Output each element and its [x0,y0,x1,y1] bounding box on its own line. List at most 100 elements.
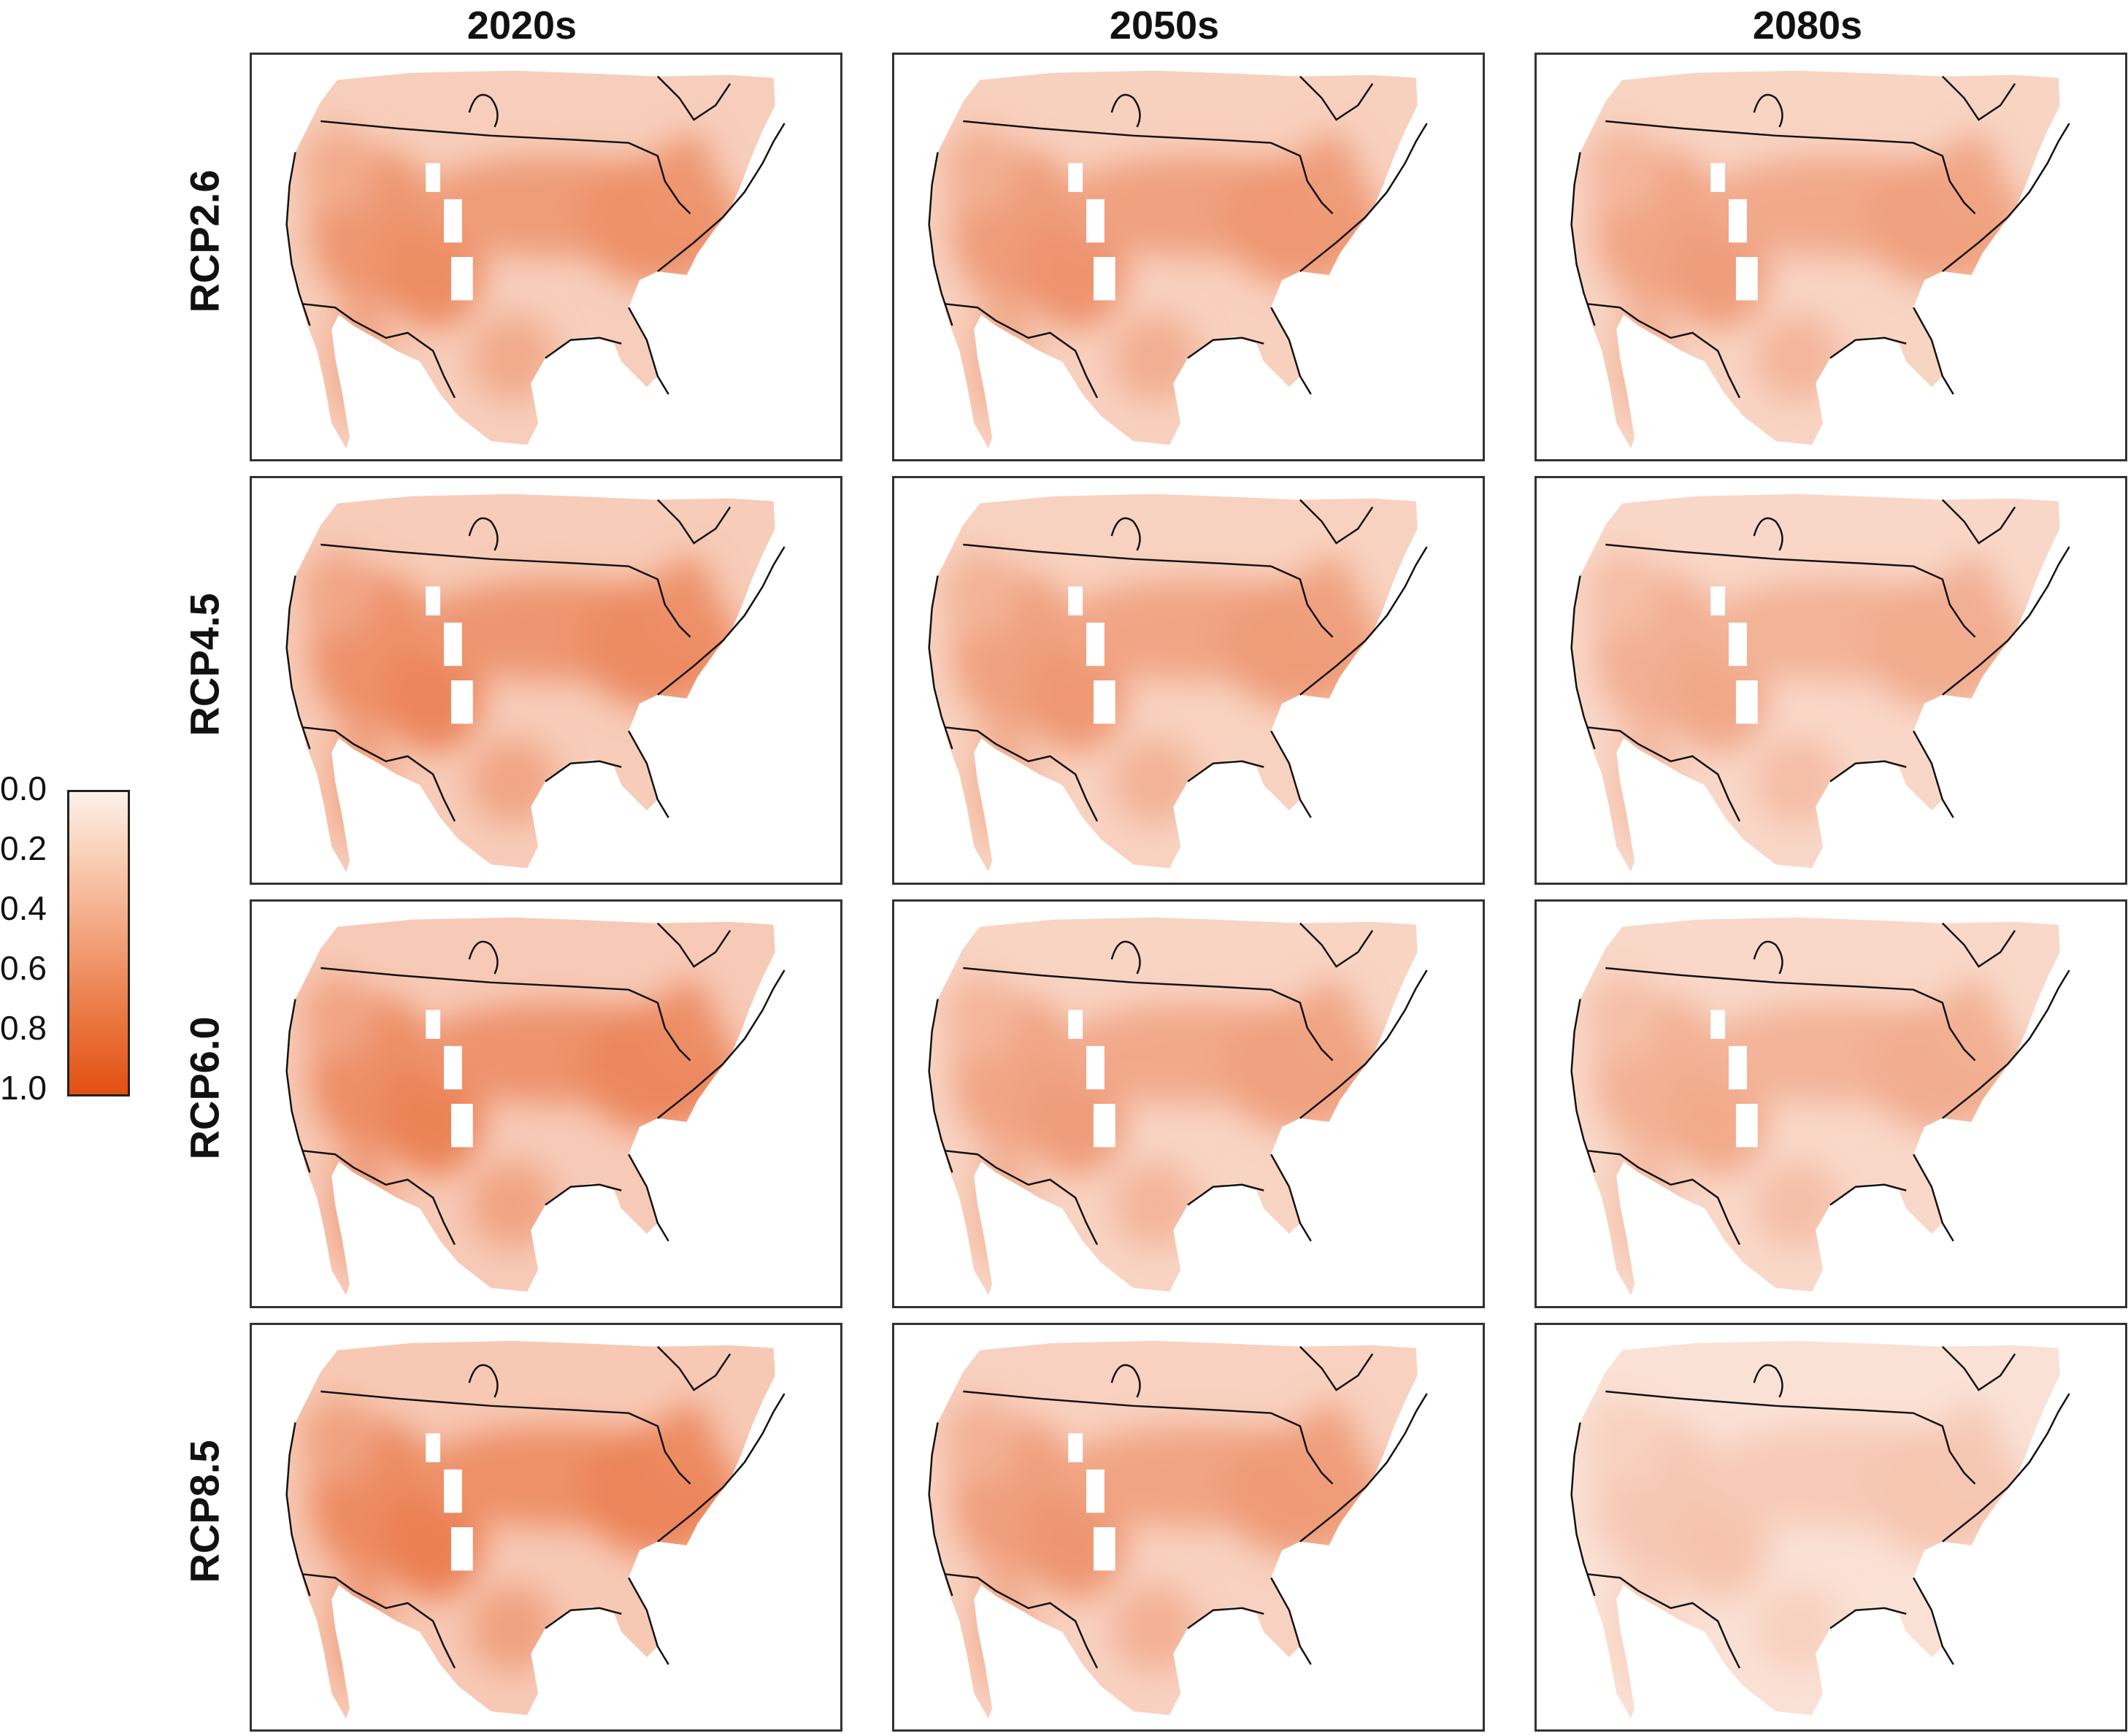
us-canada-border [320,120,691,215]
colorbar-tick-label: 0.6 [0,949,47,987]
probability-region [1942,1404,2001,1491]
probability-region [331,716,390,847]
map-svg [1570,493,2070,872]
map-svg [1570,70,2070,449]
no-data-cell [1093,257,1115,301]
map-svg [285,1340,785,1719]
map-panel-rcp26-2020s [250,53,842,461]
probability-region [945,973,1018,1061]
map-svg [1570,1340,2070,1719]
us-canada-border [320,967,691,1061]
probability-region [469,1161,556,1248]
no-data-cell [1086,622,1105,667]
probability-region [1754,1585,1841,1672]
no-data-cell [444,1469,462,1513]
us-canada-border [963,967,1334,1061]
no-data-cell [1086,1045,1105,1090]
coastline [1570,1345,2070,1665]
map-svg [928,493,1428,872]
probability-region [1587,126,1660,214]
coastline [285,75,785,395]
us-canada-border [1605,543,1976,638]
no-data-cell [1086,1469,1105,1513]
probability-region [1111,315,1199,402]
map-panel-rcp45-2020s [250,476,842,885]
probability-region [1616,716,1675,847]
probability-region [1942,557,2001,645]
probability-region [469,315,556,402]
no-data-cell [450,1104,473,1148]
no-data-cell [1068,1010,1083,1039]
no-data-cell [450,680,473,724]
us-mexico-border [302,1150,456,1245]
us-canada-border [963,543,1334,638]
probability-region [1587,1397,1660,1484]
probability-region [974,716,1032,847]
no-data-cell [1710,163,1726,192]
no-data-cell [426,586,441,615]
us-mexico-border [1587,303,1741,399]
probability-region [469,738,556,825]
us-canada-border [320,1390,691,1485]
probability-region [302,126,375,214]
us-canada-border [1605,1390,1976,1485]
coastline [1570,499,2070,818]
no-data-cell [1093,1104,1115,1148]
no-data-cell [426,1433,441,1462]
no-data-cell [1093,1527,1115,1571]
probability-region [1299,1404,1359,1491]
map-panel-rcp60-2050s [892,899,1485,1308]
probability-region [302,1397,375,1484]
no-data-cell [1093,680,1115,724]
map-panel-rcp85-2020s [250,1323,842,1732]
us-mexico-border [302,303,456,399]
probability-region [657,980,716,1068]
probability-region [1616,293,1675,423]
us-mexico-border [1587,726,1741,822]
no-data-cell [426,163,441,192]
no-data-cell [1086,199,1105,243]
probability-region [1754,315,1841,402]
probability-region [1587,973,1660,1061]
probability-region [302,973,375,1061]
no-data-cell [1068,586,1083,615]
probability-region [1942,980,2001,1068]
no-data-cell [444,199,462,243]
map-panel-rcp85-2080s [1534,1323,2127,1732]
probability-region [945,126,1018,214]
coastline [928,922,1428,1242]
coastline [285,499,785,818]
probability-region [945,1397,1018,1484]
coastline [928,499,1428,818]
probability-region [1111,738,1199,825]
map-svg [285,493,785,872]
us-mexico-border [945,303,1099,399]
probability-region [657,1404,716,1491]
probability-region [331,1140,390,1270]
no-data-cell [450,257,473,301]
no-data-cell [1068,1433,1083,1462]
map-panel-rcp60-2080s [1534,899,2127,1308]
probability-region [945,550,1018,637]
no-data-cell [1729,622,1747,667]
no-data-cell [444,622,462,667]
column-title-2020s: 2020s [466,4,577,47]
probability-region [1616,1140,1675,1270]
probability-region [1299,134,1359,221]
map-svg [928,917,1428,1296]
map-svg [928,1340,1428,1719]
probability-region [1111,1161,1199,1248]
colorbar-tick-label: 0.4 [0,889,47,927]
map-panel-rcp60-2020s [250,899,842,1308]
coastline [285,1345,785,1665]
probability-region [974,1563,1032,1694]
map-panel-rcp45-2050s [892,476,1485,885]
coastline [1570,922,2070,1242]
us-canada-border [1605,967,1976,1061]
coastline [1570,75,2070,395]
no-data-cell [1710,1010,1726,1039]
us-mexico-border [945,1150,1099,1245]
probability-region [331,1563,390,1694]
no-data-cell [1735,257,1758,301]
map-svg [928,70,1428,449]
